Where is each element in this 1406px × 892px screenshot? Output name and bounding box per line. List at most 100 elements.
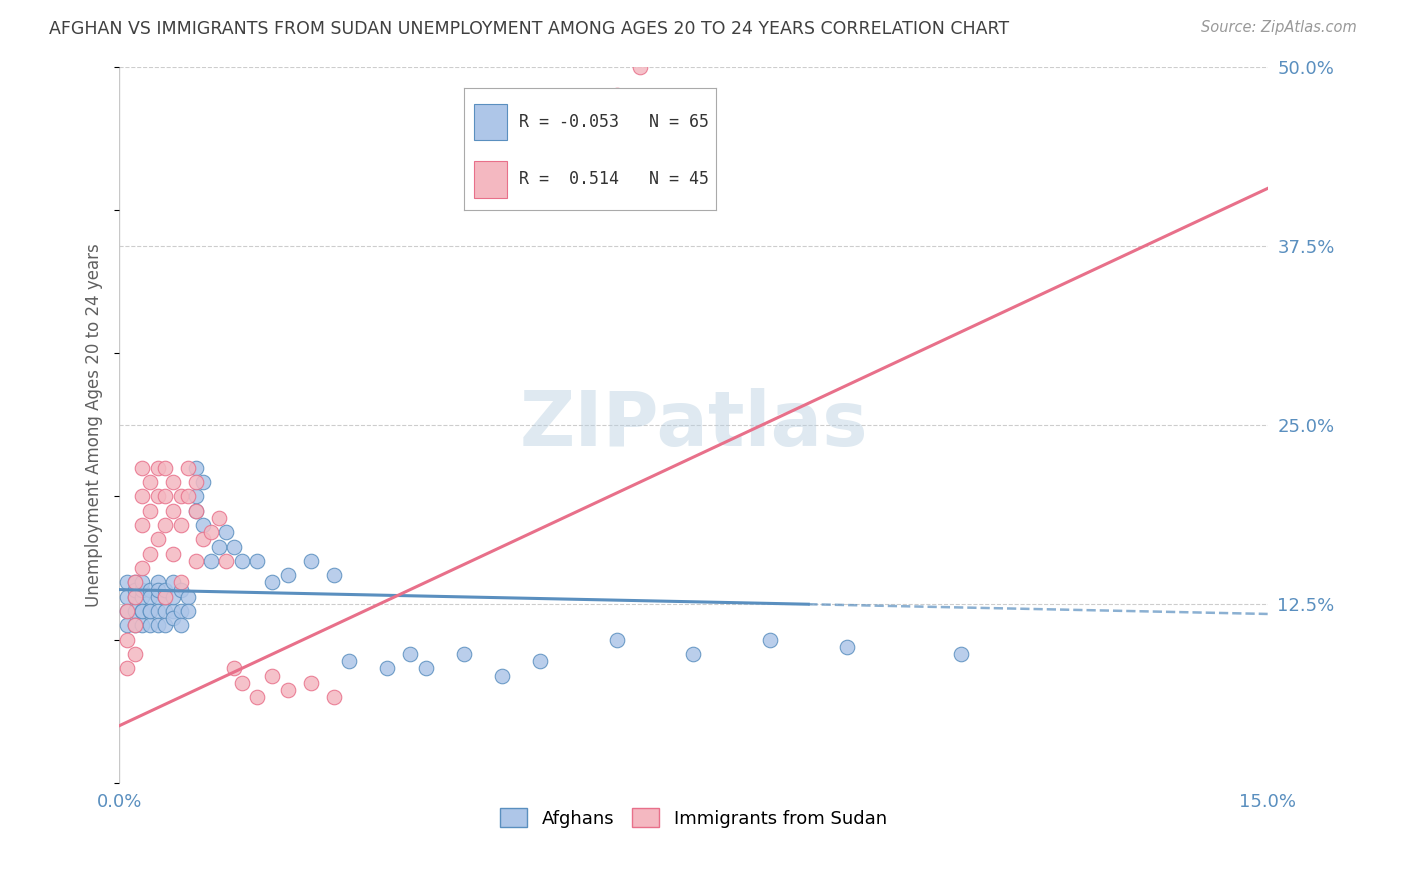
- Legend: Afghans, Immigrants from Sudan: Afghans, Immigrants from Sudan: [494, 801, 894, 835]
- Point: [491, 668, 513, 682]
- Point: [115, 618, 138, 632]
- Point: [529, 654, 551, 668]
- Point: [131, 604, 153, 618]
- Point: [131, 582, 153, 597]
- Point: [215, 525, 238, 540]
- Point: [124, 590, 146, 604]
- Point: [299, 675, 322, 690]
- Text: Source: ZipAtlas.com: Source: ZipAtlas.com: [1201, 20, 1357, 35]
- Point: [415, 661, 437, 675]
- Point: [146, 533, 169, 547]
- Point: [322, 690, 344, 704]
- Point: [224, 540, 246, 554]
- Point: [299, 554, 322, 568]
- Point: [177, 490, 200, 504]
- Point: [162, 611, 184, 625]
- Point: [124, 575, 146, 590]
- Point: [155, 590, 177, 604]
- Point: [337, 654, 360, 668]
- Point: [184, 490, 207, 504]
- Point: [115, 575, 138, 590]
- Point: [399, 647, 422, 661]
- Point: [682, 647, 704, 661]
- Point: [155, 460, 177, 475]
- Point: [262, 575, 284, 590]
- Point: [169, 575, 191, 590]
- Point: [131, 518, 153, 533]
- Point: [124, 575, 146, 590]
- Point: [184, 475, 207, 490]
- Point: [115, 590, 138, 604]
- Point: [208, 511, 231, 525]
- Point: [146, 460, 169, 475]
- Point: [162, 590, 184, 604]
- Point: [184, 504, 207, 518]
- Point: [131, 590, 153, 604]
- Point: [262, 668, 284, 682]
- Point: [131, 575, 153, 590]
- Point: [115, 632, 138, 647]
- Point: [131, 561, 153, 575]
- Point: [162, 604, 184, 618]
- Point: [835, 640, 858, 654]
- Point: [200, 554, 222, 568]
- Point: [169, 604, 191, 618]
- Point: [277, 682, 299, 697]
- Text: AFGHAN VS IMMIGRANTS FROM SUDAN UNEMPLOYMENT AMONG AGES 20 TO 24 YEARS CORRELATI: AFGHAN VS IMMIGRANTS FROM SUDAN UNEMPLOY…: [49, 20, 1010, 37]
- Point: [177, 590, 200, 604]
- Point: [146, 575, 169, 590]
- Text: ZIPatlas: ZIPatlas: [519, 388, 868, 462]
- Point: [139, 475, 162, 490]
- Point: [155, 518, 177, 533]
- Point: [146, 618, 169, 632]
- Point: [453, 647, 475, 661]
- Point: [131, 604, 153, 618]
- Point: [115, 604, 138, 618]
- Point: [146, 590, 169, 604]
- Point: [606, 88, 628, 103]
- Point: [193, 475, 215, 490]
- Y-axis label: Unemployment Among Ages 20 to 24 years: Unemployment Among Ages 20 to 24 years: [86, 243, 103, 607]
- Point: [115, 661, 138, 675]
- Point: [131, 490, 153, 504]
- Point: [231, 675, 253, 690]
- Point: [115, 604, 138, 618]
- Point: [124, 590, 146, 604]
- Point: [224, 661, 246, 675]
- Point: [162, 575, 184, 590]
- Point: [139, 504, 162, 518]
- Point: [124, 604, 146, 618]
- Point: [950, 647, 973, 661]
- Point: [231, 554, 253, 568]
- Point: [177, 460, 200, 475]
- Point: [246, 554, 269, 568]
- Point: [375, 661, 398, 675]
- Point: [146, 582, 169, 597]
- Point: [124, 618, 146, 632]
- Point: [162, 475, 184, 490]
- Point: [139, 604, 162, 618]
- Point: [155, 618, 177, 632]
- Point: [139, 590, 162, 604]
- Point: [759, 632, 782, 647]
- Point: [155, 490, 177, 504]
- Point: [162, 504, 184, 518]
- Point: [200, 525, 222, 540]
- Point: [139, 547, 162, 561]
- Point: [139, 618, 162, 632]
- Point: [131, 618, 153, 632]
- Point: [131, 460, 153, 475]
- Point: [215, 554, 238, 568]
- Point: [177, 604, 200, 618]
- Point: [193, 533, 215, 547]
- Point: [124, 582, 146, 597]
- Point: [139, 604, 162, 618]
- Point: [277, 568, 299, 582]
- Point: [162, 547, 184, 561]
- Point: [169, 582, 191, 597]
- Point: [208, 540, 231, 554]
- Point: [169, 518, 191, 533]
- Point: [139, 582, 162, 597]
- Point: [155, 604, 177, 618]
- Point: [146, 604, 169, 618]
